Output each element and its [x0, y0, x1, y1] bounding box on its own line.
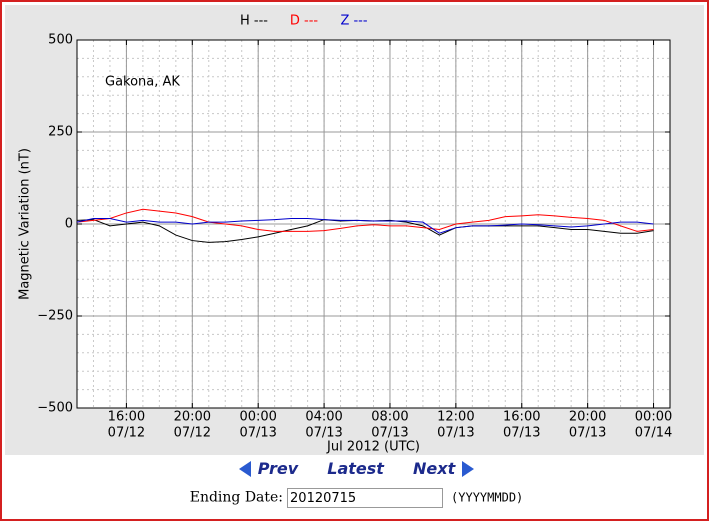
latest-link[interactable]: Latest [327, 459, 384, 478]
y-tick-label: 0 [65, 217, 73, 232]
y-axis-label: Magnetic Variation (nT) [18, 148, 33, 300]
x-tick-label: 07/13 [503, 426, 540, 441]
x-tick-label: 07/13 [239, 426, 276, 441]
x-tick-label: 04:00 [305, 410, 342, 425]
next-arrow [461, 461, 474, 478]
x-tick-label: 00:00 [635, 410, 672, 425]
x-tick-label: 16:00 [503, 410, 540, 425]
date-form: Ending Date: (YYYYMMDD) [2, 488, 709, 508]
form-hint: (YYYYMMDD) [451, 490, 524, 505]
series-line [76, 217, 654, 234]
x-tick-label: 07/14 [635, 426, 672, 441]
next-link[interactable]: Next [413, 459, 475, 479]
x-tick-label: 07/13 [305, 426, 342, 441]
form-label: Ending Date: [189, 489, 284, 506]
legend-entry: D --- [290, 14, 319, 29]
x-tick-label: 07/12 [174, 426, 211, 441]
date-input[interactable] [287, 488, 444, 508]
legend-entry: H --- [240, 14, 268, 29]
x-tick-label: 20:00 [569, 410, 606, 425]
chart: −500−250025050016:0007/1220:0007/1200:00… [18, 14, 673, 455]
x-axis-label: Jul 2012 (UTC) [326, 440, 420, 455]
x-tick-label: 07/13 [437, 426, 474, 441]
x-tick-label: 20:00 [174, 410, 211, 425]
x-tick-label: 07/13 [371, 426, 408, 441]
x-tick-label: 16:00 [108, 410, 145, 425]
y-tick-label: 500 [48, 33, 73, 48]
y-tick-label: −500 [37, 401, 73, 416]
navigation: Prev Latest Next [2, 458, 709, 478]
x-tick-label: 00:00 [239, 410, 276, 425]
prev-link[interactable]: Prev [238, 459, 298, 479]
x-tick-label: 07/12 [108, 426, 145, 441]
y-tick-label: 250 [48, 125, 73, 140]
x-tick-label: 07/13 [569, 426, 606, 441]
chart-panel: −500 −250 0 250 500 16:00 07/12 20:00 07/12 00:00… [5, 5, 704, 455]
prev-arrow [239, 461, 252, 478]
next-label[interactable]: Next [413, 458, 456, 478]
y-tick-label: −250 [37, 309, 73, 324]
plot-frame [76, 39, 671, 409]
x-tick-label: 08:00 [371, 410, 408, 425]
x-tick-label: 12:00 [437, 410, 474, 425]
series-line [76, 208, 654, 232]
annotation: Gakona, AK [105, 75, 180, 90]
prev-label[interactable]: Prev [257, 458, 299, 478]
legend-entry: Z --- [340, 14, 367, 29]
